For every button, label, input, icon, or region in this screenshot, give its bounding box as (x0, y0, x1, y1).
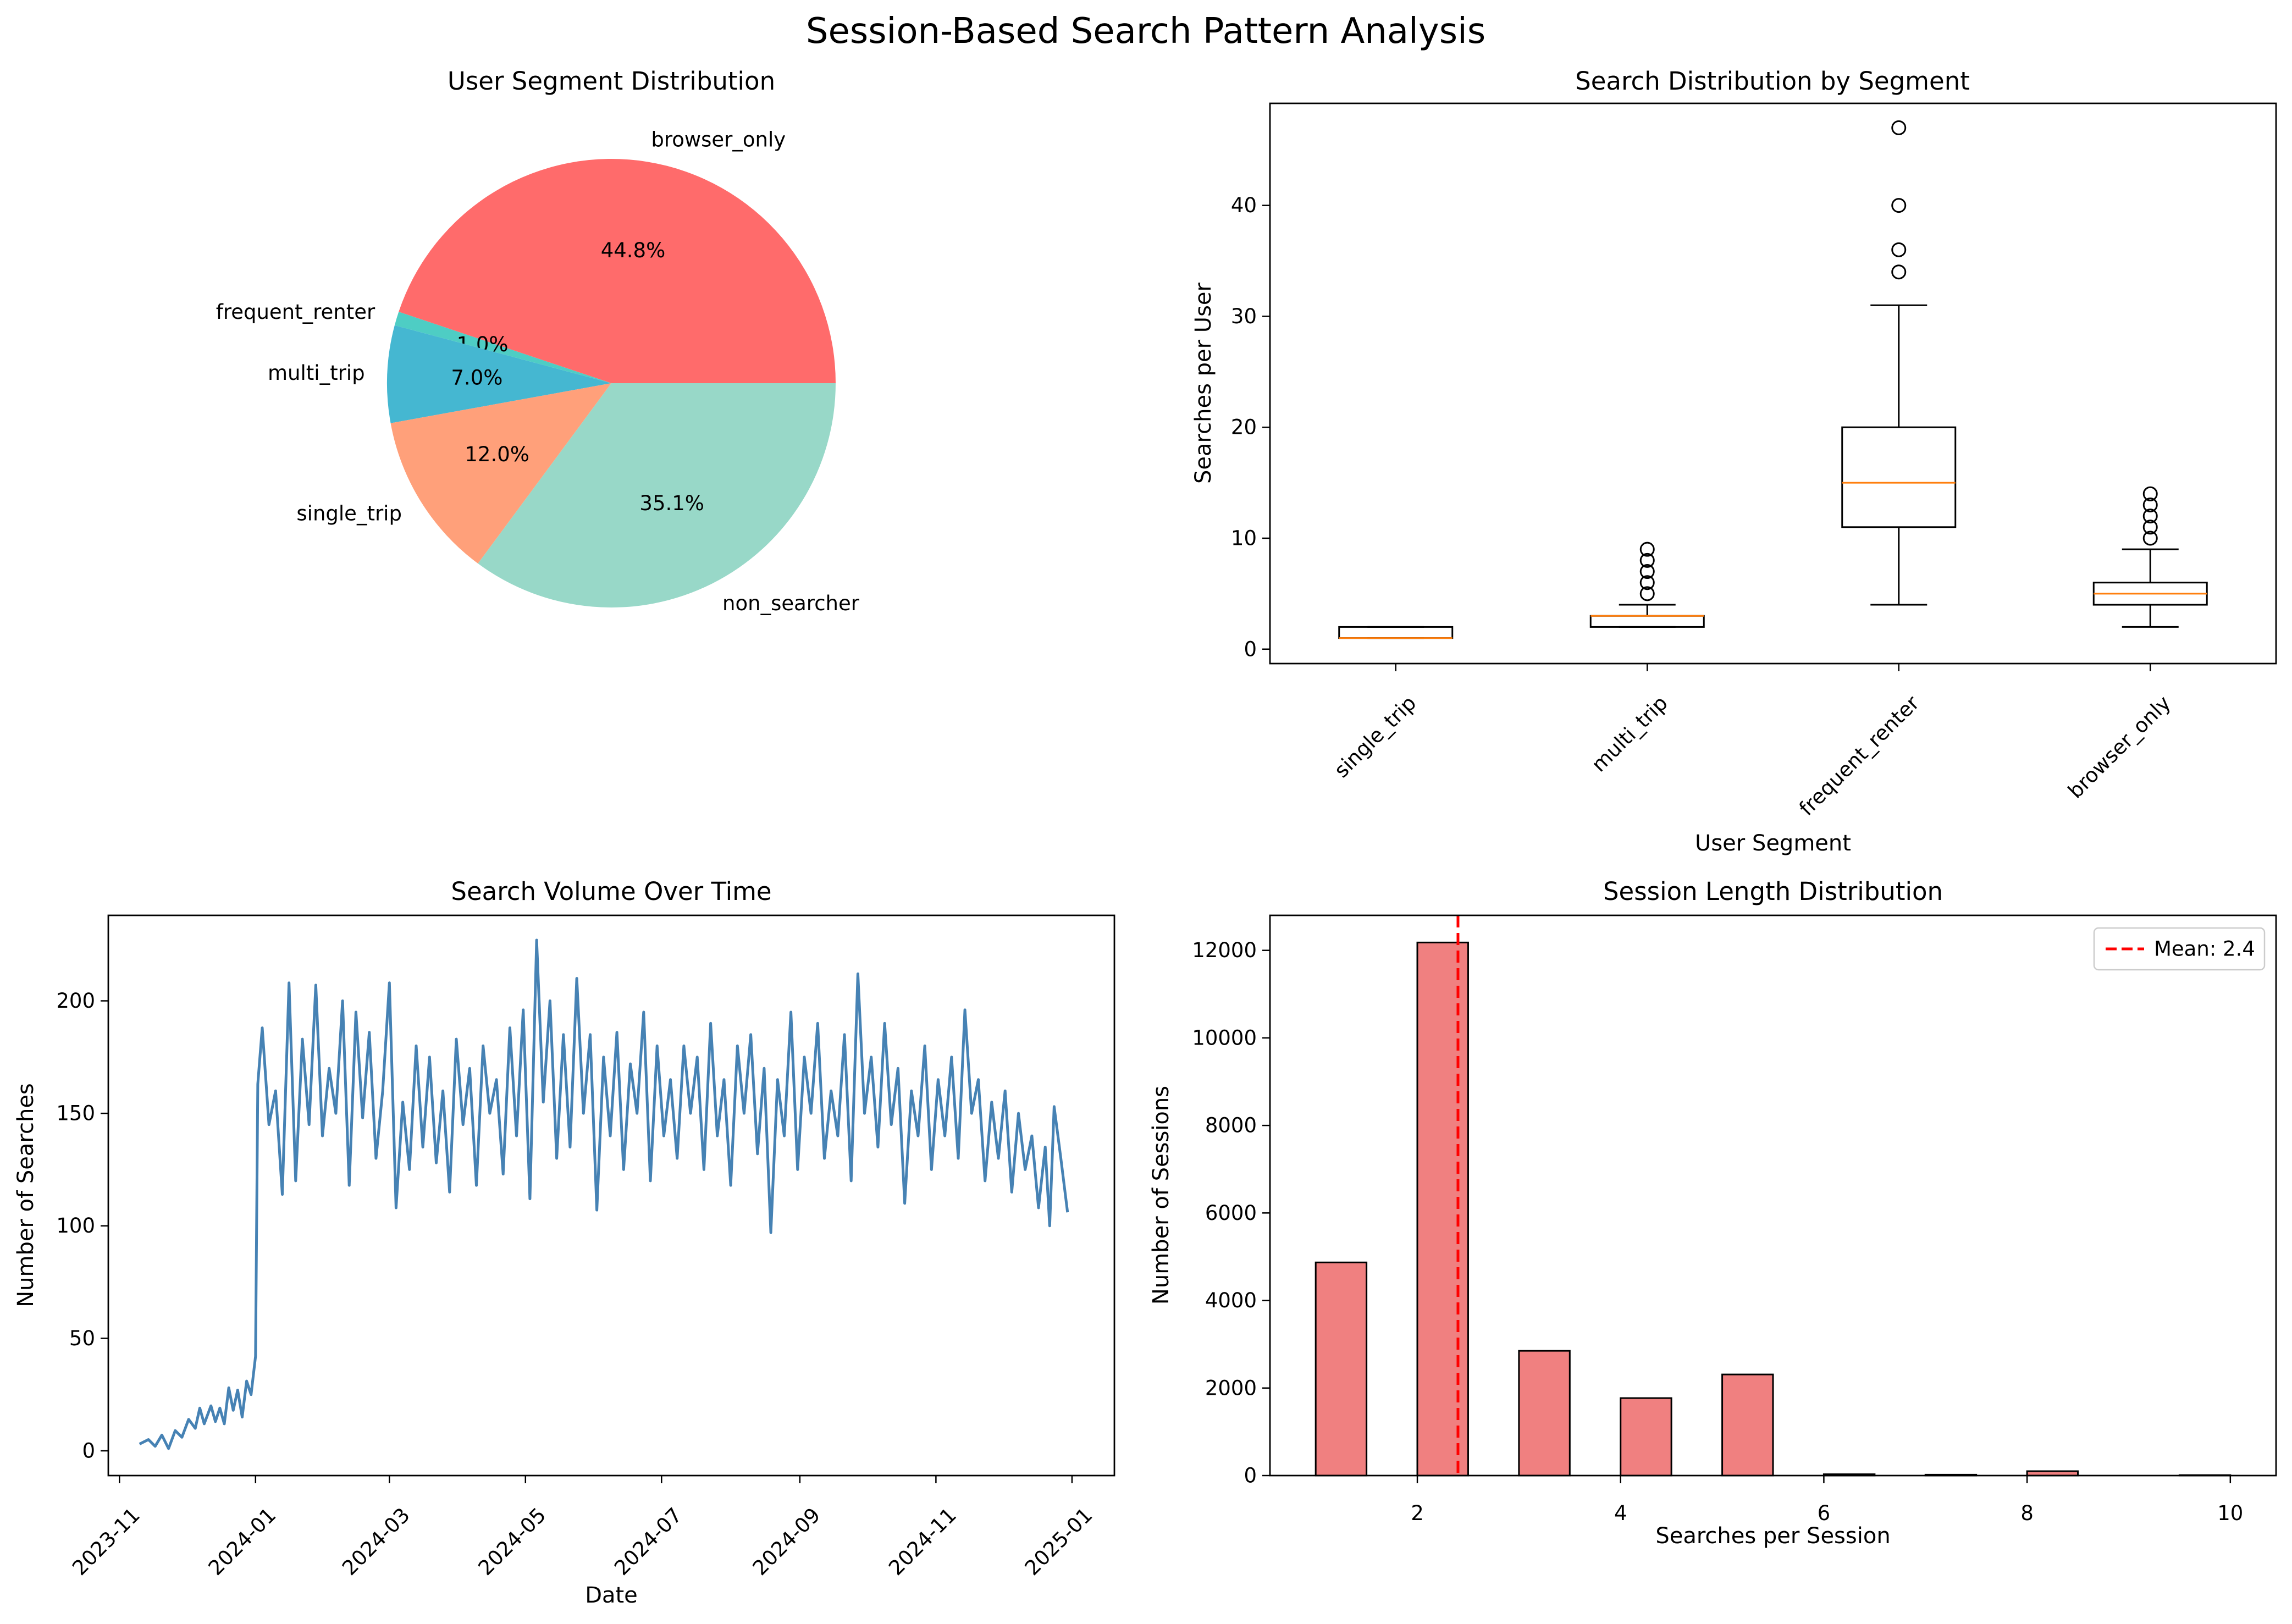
boxplot-outlier (1891, 264, 1907, 280)
histogram-bar-3 (1620, 1397, 1672, 1477)
histogram-ytick-label: 6000 (1205, 1201, 1257, 1225)
pie-slice-browser_only (399, 159, 836, 383)
pie-title: User Segment Distribution (448, 67, 775, 96)
line-series-search-volume (139, 938, 1069, 1450)
histogram-bar-4 (1721, 1373, 1774, 1477)
pie-label-non_searcher: non_searcher (722, 592, 860, 615)
histogram-axes (1269, 914, 2277, 1477)
histogram-xtick-label: 10 (2217, 1501, 2243, 1525)
histogram-xtick-label: 2 (1411, 1501, 1424, 1525)
pie-label-browser_only: browser_only (651, 128, 786, 152)
boxplot-xlabel: User Segment (1695, 831, 1851, 856)
histogram-bar-1 (1416, 941, 1469, 1477)
histogram-session-length: Session Length Distribution Searches per… (1148, 877, 2277, 1549)
histogram-legend: Mean: 2.4 (2093, 927, 2266, 971)
pie-chart-user-segment: User Segment Distribution browser_only 44… (216, 67, 860, 615)
boxplot-ylabel: Searches per User (1191, 282, 1216, 483)
histogram-ylabel: Number of Sessions (1148, 1086, 1174, 1305)
boxplot-outlier (2142, 520, 2158, 535)
boxplot-ytick-label: 40 (1231, 194, 1257, 217)
line-ytick-label: 200 (56, 989, 95, 1013)
boxplot-outlier (1891, 198, 1907, 213)
figure-suptitle: Session-Based Search Pattern Analysis (806, 11, 1485, 52)
boxplot-ytick-label: 30 (1231, 305, 1257, 328)
histogram-ytick-label: 10000 (1192, 1026, 1257, 1049)
histogram-ytick-label: 2000 (1205, 1376, 1257, 1400)
boxplot-outlier (2142, 531, 2158, 546)
histogram-xlabel: Searches per Session (1655, 1523, 1890, 1549)
histogram-legend-box (2093, 927, 2266, 971)
line-ytick-label: 50 (69, 1327, 95, 1350)
histogram-bar-0 (1315, 1261, 1368, 1477)
histogram-legend-label: Mean: 2.4 (2154, 937, 2255, 961)
pie-label-single_trip: single_trip (296, 502, 402, 526)
line-ytick-label: 100 (56, 1214, 95, 1238)
boxplot-axes (1269, 102, 2277, 665)
pie-slice-multi_trip (387, 325, 611, 423)
histogram-ytick-label: 12000 (1192, 938, 1257, 962)
pie-slice-frequent_renter (394, 312, 611, 383)
line-ytick-label: 150 (56, 1102, 95, 1125)
boxplot-outlier (2142, 486, 2158, 501)
pie-pct-browser_only: 44.8% (601, 239, 666, 262)
pie-label-frequent_renter: frequent_renter (216, 300, 375, 324)
boxplot-title: Search Distribution by Segment (1575, 67, 1970, 96)
boxplot-ytick-label: 10 (1231, 526, 1257, 550)
boxplot-outlier (1639, 575, 1655, 590)
boxplot-ytick-label: 0 (1244, 637, 1257, 661)
histogram-title: Session Length Distribution (1603, 877, 1943, 906)
boxplot-outlier (2142, 497, 2158, 512)
line-axes (107, 914, 1115, 1477)
histogram-ytick-label: 8000 (1205, 1114, 1257, 1137)
histogram-xtick-label: 4 (1614, 1501, 1627, 1525)
boxplot-outlier (2142, 509, 2158, 524)
pie-label-multi_trip: multi_trip (268, 361, 365, 385)
boxplot-outlier (1639, 542, 1655, 557)
line-title: Search Volume Over Time (451, 877, 771, 906)
line-ytick-label: 0 (82, 1439, 95, 1462)
boxplot-outlier (1639, 553, 1655, 568)
boxplot-outlier (1639, 586, 1655, 601)
pie-pct-non_searcher: 35.1% (639, 491, 704, 515)
histogram-ytick-label: 0 (1244, 1464, 1257, 1488)
boxplot-box-frequent_renter (1841, 426, 1957, 528)
boxplot-outlier (1891, 242, 1907, 257)
histogram-bar-2 (1518, 1350, 1571, 1477)
histogram-xtick-label: 8 (2020, 1501, 2034, 1525)
line-ylabel: Number of Searches (13, 1083, 38, 1307)
pie-pct-single_trip: 12.0% (465, 443, 529, 466)
boxplot-outlier (1639, 564, 1655, 579)
histogram-xtick-label: 6 (1818, 1501, 1831, 1525)
histogram-ytick-label: 4000 (1205, 1289, 1257, 1312)
line-xlabel: Date (585, 1583, 638, 1608)
boxplot-ytick-label: 20 (1231, 416, 1257, 439)
boxplot-outlier (1891, 120, 1907, 135)
pie-pct-multi_trip: 7.0% (451, 366, 502, 389)
pie-slice-single_trip (390, 383, 611, 564)
pie-slice-non_searcher (478, 383, 836, 608)
